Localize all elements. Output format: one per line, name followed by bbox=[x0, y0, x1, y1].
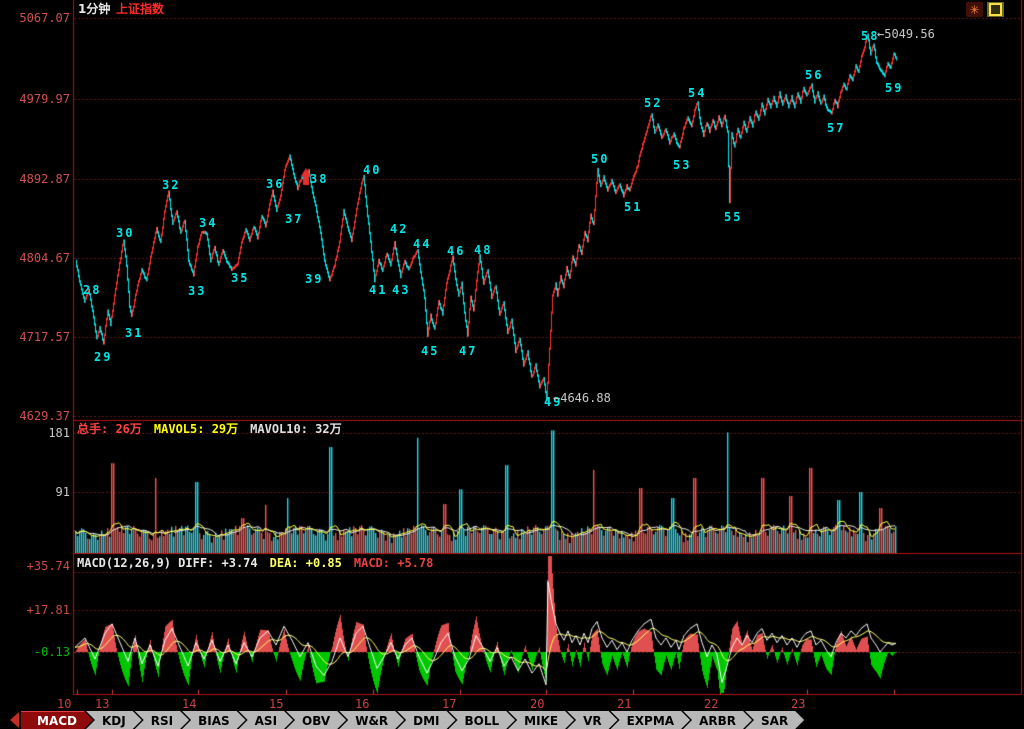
wave-pivot-52: 52 bbox=[644, 96, 663, 110]
tab-obv[interactable]: OBV bbox=[286, 711, 346, 729]
indicator-tabs: MACD KDJ RSI BIAS ASI OBV W&R DMI BOLL MIKE VR EXPM… bbox=[21, 711, 804, 729]
low-price-annotation: ←4646.88 bbox=[553, 391, 611, 405]
tab-asi[interactable]: ASI bbox=[239, 711, 293, 729]
macd-header-item: MACD: +5.78 bbox=[353, 556, 434, 570]
wave-pivot-55: 55 bbox=[724, 210, 743, 224]
wave-pivot-45: 45 bbox=[421, 344, 440, 358]
wave-pivot-57: 57 bbox=[827, 121, 846, 135]
volume-panel-header: 总手: 26万 MAVOL5: 29万 MAVOL10: 32万 bbox=[77, 420, 354, 437]
wave-pivot-54: 54 bbox=[688, 86, 707, 100]
time-axis-label-23: 23 bbox=[791, 697, 806, 711]
wave-pivot-31: 31 bbox=[125, 326, 144, 340]
time-axis-label-16: 16 bbox=[355, 697, 370, 711]
tab-bias[interactable]: BIAS bbox=[182, 711, 246, 729]
volume-header-item: MAVOL5: 29万 bbox=[153, 422, 239, 436]
tab-dmi[interactable]: DMI bbox=[397, 711, 455, 729]
wave-pivot-49: 49 bbox=[544, 395, 563, 409]
price-axis-label: 5067.07 bbox=[19, 11, 70, 25]
time-axis-label-14: 14 bbox=[182, 697, 197, 711]
wave-pivot-28: 28 bbox=[83, 283, 102, 297]
tab-rsi[interactable]: RSI bbox=[135, 711, 189, 729]
wave-pivot-29: 29 bbox=[94, 350, 113, 364]
tab-macd[interactable]: MACD bbox=[21, 711, 93, 729]
tab-vr[interactable]: VR bbox=[567, 711, 618, 729]
wave-pivot-36: 36 bbox=[266, 177, 285, 191]
macd-axis-label: +35.74 bbox=[26, 559, 70, 573]
macd-axis-label: +17.81 bbox=[26, 603, 70, 617]
wave-pivot-33: 33 bbox=[188, 284, 207, 298]
indicator-tab-bar: MACD KDJ RSI BIAS ASI OBV W&R DMI BOLL MIKE VR EXPM… bbox=[0, 711, 1024, 729]
time-axis-label-10: 10 bbox=[57, 697, 72, 711]
tab-wr[interactable]: W&R bbox=[339, 711, 404, 729]
price-axis-label: 4804.67 bbox=[19, 251, 70, 265]
wave-pivot-44: 44 bbox=[413, 237, 432, 251]
period-label[interactable]: 1分钟 bbox=[78, 2, 111, 16]
wave-pivot-34: 34 bbox=[199, 216, 218, 230]
wave-pivot-51: 51 bbox=[624, 200, 643, 214]
wave-pivot-48: 48 bbox=[474, 243, 493, 257]
macd-axis-label: -0.13 bbox=[33, 645, 70, 659]
wave-pivot-46: 46 bbox=[447, 244, 466, 258]
wave-pivot-41: 41 bbox=[369, 283, 388, 297]
window-icon-inner bbox=[989, 3, 1002, 16]
wave-pivot-35: 35 bbox=[231, 271, 250, 285]
wave-pivot-59: 59 bbox=[885, 81, 904, 95]
price-axis-label: 4979.97 bbox=[19, 92, 70, 106]
wave-pivot-47: 47 bbox=[459, 344, 478, 358]
price-axis-label: 4717.57 bbox=[19, 330, 70, 344]
wave-pivot-42: 42 bbox=[390, 222, 409, 236]
time-axis-label-20: 20 bbox=[530, 697, 545, 711]
time-axis-label-13: 13 bbox=[95, 697, 110, 711]
wave-pivot-38: 38 bbox=[310, 172, 329, 186]
time-axis-label-22: 22 bbox=[704, 697, 719, 711]
wave-pivot-43: 43 bbox=[392, 283, 411, 297]
sun-icon[interactable]: ✳ bbox=[966, 2, 983, 17]
volume-header-item: 总手: 26万 bbox=[77, 422, 142, 436]
wave-pivot-39: 39 bbox=[305, 272, 324, 286]
macd-header-item: MACD(12,26,9) DIFF: +3.74 bbox=[77, 556, 258, 570]
wave-pivot-32: 32 bbox=[162, 178, 181, 192]
index-name-label[interactable]: 上证指数 bbox=[116, 2, 165, 16]
price-axis-label: 4892.87 bbox=[19, 172, 70, 186]
tab-kdj[interactable]: KDJ bbox=[86, 711, 142, 729]
volume-axis-label: 181 bbox=[48, 426, 70, 440]
time-axis-label-15: 15 bbox=[269, 697, 284, 711]
wave-pivot-53: 53 bbox=[673, 158, 692, 172]
tab-mike[interactable]: MIKE bbox=[508, 711, 574, 729]
macd-panel-header: MACD(12,26,9) DIFF: +3.74 DEA: +0.85 MACD:… bbox=[77, 556, 445, 570]
macd-header-item: DEA: +0.85 bbox=[269, 556, 342, 570]
wave-pivot-58: 58 bbox=[861, 29, 880, 43]
wave-pivot-30: 30 bbox=[116, 226, 135, 240]
wave-pivot-56: 56 bbox=[805, 68, 824, 82]
wave-pivot-50: 50 bbox=[591, 152, 610, 166]
tab-arbr[interactable]: ARBR bbox=[683, 711, 752, 729]
wave-pivot-40: 40 bbox=[363, 163, 382, 177]
time-axis-label-17: 17 bbox=[442, 697, 457, 711]
tab-expma[interactable]: EXPMA bbox=[611, 711, 690, 729]
price-axis-label: 4629.37 bbox=[19, 409, 70, 423]
window-icon[interactable] bbox=[987, 2, 1004, 17]
wave-pivot-37: 37 bbox=[285, 212, 304, 226]
volume-header-item: MAVOL10: 32万 bbox=[250, 422, 342, 436]
tab-boll[interactable]: BOLL bbox=[449, 711, 516, 729]
scroll-left-arrow-icon[interactable] bbox=[0, 712, 19, 728]
high-price-annotation: ←5049.56 bbox=[877, 27, 935, 41]
tab-sar[interactable]: SAR bbox=[745, 711, 804, 729]
volume-axis-label: 91 bbox=[55, 485, 70, 499]
time-axis-label-21: 21 bbox=[617, 697, 632, 711]
